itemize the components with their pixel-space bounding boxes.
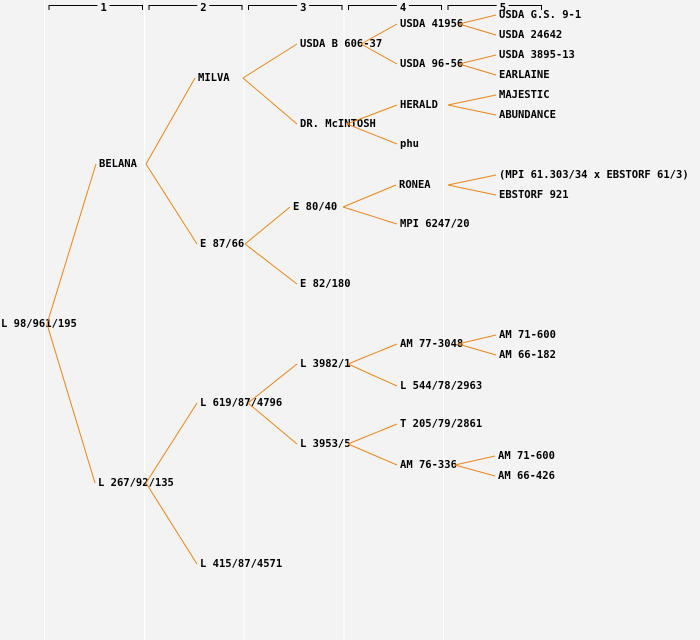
generation-bracket [347, 5, 443, 10]
pedigree-edge-l3982-am773048 [347, 343, 398, 365]
generation-label: 5 [500, 2, 506, 14]
pedigree-edge-ronea-eb921 [447, 184, 497, 196]
pedigree-node-u41956: USDA 41956 [400, 18, 463, 30]
pedigree-node-l3953: L 3953/5 [300, 438, 351, 450]
pedigree-edge-l267-l619 [145, 402, 198, 484]
pedigree-node-gs91: USDA G.S. 9-1 [499, 9, 581, 21]
pedigree-edge-u9656-earlaine [458, 63, 497, 76]
pedigree-node-belana: BELANA [99, 158, 138, 170]
pedigree-edge-l267-l415 [145, 482, 198, 565]
pedigree-edge-e8040-ronea [342, 184, 397, 208]
pedigree-edge-e8766-e82180 [244, 243, 298, 285]
generation-bracket [148, 5, 243, 10]
pedigree-edge-am773048-am71600a [457, 334, 497, 345]
pedigree-node-milva[interactable]: MILVA [198, 72, 230, 84]
pedigree-node-am71600a: AM 71-600 [499, 329, 556, 341]
pedigree-edge-herald-majestic [447, 94, 497, 106]
pedigree-edge-ronea-mpix [447, 174, 497, 186]
pedigree-node-mpix: (MPI 61.303/34 x EBSTORF 61/3) [499, 169, 689, 181]
generation-bracket [48, 5, 143, 10]
pedigree-node-l3982: L 3982/1 [300, 358, 351, 370]
pedigree-edge-u41956-u24642 [458, 23, 497, 36]
pedigree-edge-u9656-u389513 [458, 54, 497, 65]
generation-bracket [248, 5, 343, 10]
pedigree-node-earlaine: EARLAINE [499, 69, 550, 81]
generation-label-bg [197, 0, 210, 11]
pedigree-edge-herald-abundance [447, 104, 497, 116]
pedigree-edge-usdab-u41956 [360, 23, 398, 45]
pedigree-edge-e8766-e8040 [244, 206, 291, 245]
pedigree-node-herald: HERALD [400, 99, 438, 111]
pedigree-node-am773048: AM 77-3048 [400, 338, 463, 350]
pedigree-edge-l98-l267 [46, 323, 96, 484]
pedigree-edge-belana-e8766 [145, 163, 198, 245]
pedigree-edge-usdab-u9656 [360, 43, 398, 65]
generation-label-bg [396, 0, 409, 11]
pedigree-node-e8766: E 87/66 [200, 238, 244, 250]
pedigree-node-l544: L 544/78/2963 [400, 380, 482, 392]
pedigree-node-eb921: EBSTORF 921 [499, 189, 569, 201]
generation-label: 4 [400, 2, 406, 14]
pedigree-edge-milva-drmc [242, 77, 298, 125]
generation-label: 3 [300, 2, 306, 14]
pedigree-node-am66182: AM 66-182 [499, 349, 556, 361]
pedigree-edge-l3953-am76336 [347, 443, 398, 466]
pedigree-node-l415: L 415/87/4571 [200, 558, 282, 570]
generation-label: 2 [200, 2, 206, 14]
pedigree-edge-l619-l3953 [247, 402, 298, 445]
pedigree-node-e82180: E 82/180 [300, 278, 351, 290]
pedigree-edge-u41956-gs91 [458, 14, 497, 25]
pedigree-node-am76336: AM 76-336 [400, 459, 457, 471]
pedigree-edge-milva-usdab [242, 43, 298, 79]
pedigree-node-l267: L 267/92/135 [98, 477, 174, 489]
pedigree-node-u9656: USDA 96-56 [400, 58, 463, 70]
pedigree-node-l619: L 619/87/4796 [200, 397, 282, 409]
pedigree-edge-l3953-t205 [347, 423, 398, 445]
pedigree-edge-l3982-l544 [347, 363, 398, 387]
pedigree-node-u24642: USDA 24642 [499, 29, 562, 41]
pedigree-edge-am773048-am66182 [457, 343, 497, 356]
pedigree-node-mpi6247: MPI 6247/20 [400, 218, 470, 230]
pedigree-edge-am76336-am66426 [454, 464, 496, 477]
pedigree-node-am71600b: AM 71-600 [498, 450, 555, 462]
pedigree-edge-am76336-am71600b [454, 455, 496, 466]
pedigree-edge-l98-belana [46, 163, 97, 325]
pedigree-edge-belana-milva [145, 77, 196, 165]
pedigree-edge-l619-l3982 [247, 363, 298, 404]
generation-label: 1 [101, 2, 107, 14]
pedigree-node-phu: phu [400, 138, 419, 150]
pedigree-node-am66426: AM 66-426 [498, 470, 555, 482]
pedigree-node-t205: T 205/79/2861 [400, 418, 482, 430]
pedigree-edge-drmc-phu [346, 123, 398, 145]
pedigree-node-usdab: USDA B 606-37 [300, 38, 382, 50]
pedigree-node-u389513: USDA 3895-13 [499, 49, 575, 61]
generation-bracket [447, 5, 542, 10]
pedigree-node-majestic: MAJESTIC [499, 89, 550, 101]
generation-label-bg [97, 0, 110, 11]
pedigree-node-l98: L 98/961/195 [1, 318, 77, 330]
generation-label-bg [297, 0, 310, 11]
pedigree-edge-e8040-mpi6247 [342, 206, 398, 225]
pedigree-node-abundance: ABUNDANCE [499, 109, 556, 121]
pedigree-node-e8040: E 80/40 [293, 201, 337, 213]
generation-label-bg [496, 0, 509, 11]
pedigree-node-drmc: DR. McINTOSH [300, 118, 376, 130]
pedigree-node-ronea: RONEA [399, 179, 431, 191]
pedigree-edge-drmc-herald [346, 104, 398, 125]
